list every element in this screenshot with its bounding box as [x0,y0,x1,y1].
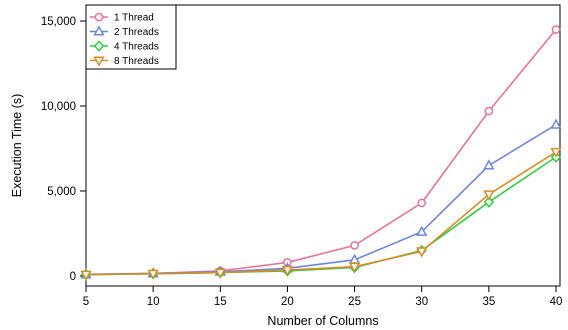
x-tick-label: 40 [550,296,563,308]
x-axis-title: Number of Columns [267,314,378,328]
data-point [484,106,494,116]
x-tick-label: 15 [214,296,227,308]
x-axis: 5 10 15 20 25 30 35 40 [83,286,563,308]
legend: 1 Thread 2 Threads 4 Threads 8 Threads [85,4,177,70]
y-tick-label: 5,000 [47,186,76,198]
x-tick-label: 35 [482,296,495,308]
x-tick-label: 20 [281,296,294,308]
y-tick-label: 10,000 [41,101,76,113]
data-point [550,147,562,159]
legend-marker [94,12,104,22]
x-tick-label: 25 [348,296,361,308]
x-tick-label: 10 [147,296,160,308]
series-3 [80,151,562,281]
data-point [483,190,495,201]
y-tick-label: 15,000 [41,16,76,28]
data-point [483,196,495,208]
data-point [350,241,359,250]
legend-label: 8 Threads [114,56,159,67]
legend-label: 4 Threads [114,42,159,53]
series-4 [80,147,562,281]
legend-marker [93,40,105,52]
data-point [551,25,561,34]
x-tick-label: 5 [83,296,89,308]
series-line [85,156,557,276]
legend-label: 2 Threads [114,27,159,38]
data-point [416,225,428,236]
data-point [550,118,562,129]
series-layer [80,25,562,281]
data-point [483,159,495,170]
plot-frame [85,4,561,287]
data-point [416,247,428,258]
y-axis: 0 5,000 10,000 15,000 [41,16,86,283]
x-tick-label: 30 [415,296,428,308]
legend-marker [93,25,105,36]
series-line [85,124,557,276]
y-axis-title: Execution Time (s) [10,94,24,198]
legend-marker [93,56,105,67]
series-line [85,151,557,276]
data-point [417,198,427,208]
y-tick-label: 0 [70,271,76,283]
data-point [348,262,361,273]
data-point [80,270,92,281]
legend-label: 1 Thread [114,13,154,24]
data-point [214,268,226,279]
data-point [147,269,159,280]
data-point [281,266,294,277]
